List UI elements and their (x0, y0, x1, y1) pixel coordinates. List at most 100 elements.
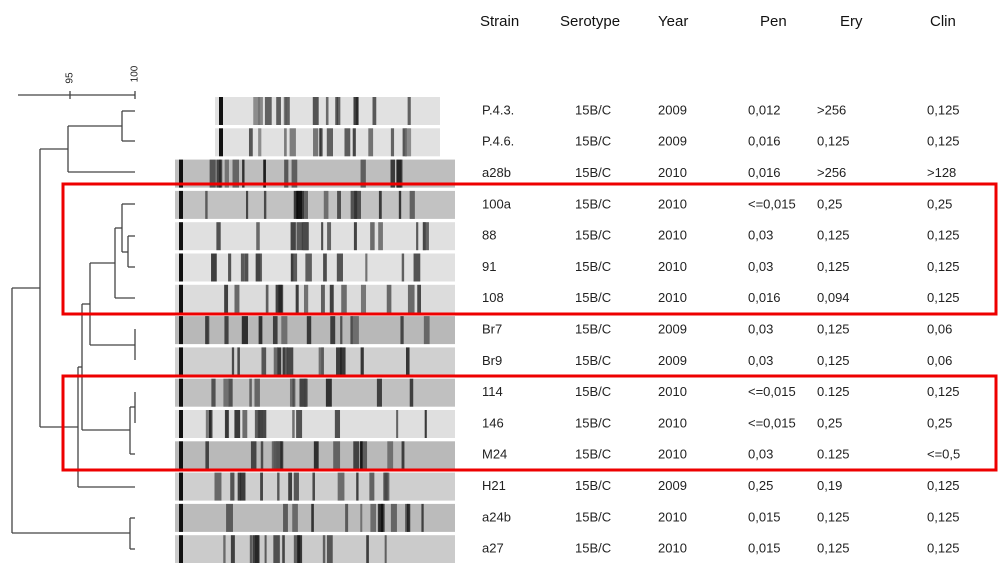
table-cell: 0,125 (927, 259, 960, 274)
column-header: Pen (760, 13, 787, 30)
gel-band (224, 410, 229, 438)
gel-band (248, 128, 253, 157)
table-cell: 2009 (658, 353, 687, 368)
gel-band (360, 284, 367, 313)
gel-band (355, 97, 359, 125)
gel-band (242, 159, 245, 188)
gel-band (273, 441, 281, 470)
gel-band (284, 128, 287, 157)
gel-lane (175, 503, 455, 532)
table-cell: >256 (817, 165, 846, 180)
gel-lane (175, 222, 455, 251)
gel-band (340, 316, 343, 345)
table-cell: 0,125 (927, 541, 960, 556)
gel-band (234, 410, 241, 438)
gel-band (277, 347, 282, 376)
table-cell: 2009 (658, 478, 687, 493)
gel-band (390, 159, 395, 188)
gel-band (285, 97, 290, 125)
gel-band (413, 253, 421, 282)
gel-band (231, 347, 235, 376)
gel-band (277, 472, 280, 501)
gel-band (205, 410, 211, 438)
gel-lane (175, 535, 455, 563)
table-cell: 0,015 (748, 541, 781, 556)
gel-band (421, 503, 424, 532)
gel-band (366, 535, 369, 563)
gel-band (293, 253, 298, 282)
gel-band (297, 535, 303, 563)
gel-band (360, 347, 364, 376)
gel-band (291, 159, 298, 188)
gel-band (340, 347, 346, 376)
gel-band (214, 472, 222, 501)
table-cell: 2010 (658, 228, 687, 243)
gel-band (303, 284, 309, 313)
gel-band (337, 190, 341, 219)
table-cell: 0.125 (817, 447, 850, 462)
gel-band (260, 441, 264, 470)
table-cell: 2010 (658, 259, 687, 274)
gel-band (325, 97, 329, 125)
gel-band (335, 97, 339, 125)
table-cell: M24 (482, 447, 507, 462)
table-cell: 15B/C (575, 165, 611, 180)
table-cell: 0,03 (748, 322, 773, 337)
gel-band (304, 190, 308, 219)
gel-band (254, 378, 260, 407)
gel-band (179, 410, 183, 438)
gel-band (244, 253, 249, 282)
gel-band (179, 253, 183, 282)
gel-band (360, 503, 363, 532)
gel-band (264, 535, 267, 563)
gel-band (320, 284, 325, 313)
gel-band (263, 159, 266, 188)
gel-band (297, 190, 305, 219)
gel-band (288, 472, 293, 501)
table-cell: Br9 (482, 353, 502, 368)
gel-band (228, 378, 233, 407)
gel-band (387, 441, 394, 470)
table-cell: 2010 (658, 165, 687, 180)
gel-band (216, 159, 221, 188)
gel-band (322, 535, 326, 563)
gel-band (234, 284, 240, 313)
gel-band (232, 159, 240, 188)
gel-band (252, 535, 260, 563)
table-cell: 2010 (658, 415, 687, 430)
gel-lane (175, 347, 455, 376)
gel-band (260, 472, 263, 501)
gel-band (312, 97, 319, 125)
gel-lane (175, 253, 455, 282)
table-cell: 15B/C (575, 415, 611, 430)
gel-band (230, 472, 235, 501)
table-cell: 91 (482, 259, 496, 274)
gel-band (325, 378, 332, 407)
gel-band (205, 441, 209, 470)
table-cell: P.4.3. (482, 102, 514, 117)
gel-band (306, 316, 312, 345)
table-cell: 15B/C (575, 541, 611, 556)
gel-band (313, 128, 319, 157)
gel-band (334, 410, 341, 438)
gel-band (312, 472, 315, 501)
gel-band (401, 253, 405, 282)
gel-band (329, 284, 334, 313)
gel-band (398, 190, 402, 219)
gel-band (179, 190, 183, 219)
gel-band (280, 441, 284, 470)
gel-band (337, 472, 345, 501)
gel-band (406, 347, 410, 376)
gel-band (330, 316, 336, 345)
table-cell: 0,125 (817, 322, 850, 337)
table-cell: 114 (482, 384, 503, 399)
table-cell: 0,125 (817, 541, 850, 556)
table-cell: 0,125 (817, 134, 850, 149)
table-cell: 2010 (658, 196, 687, 211)
gel-band (402, 128, 407, 157)
gel-band (254, 410, 260, 438)
gel-band (336, 253, 343, 282)
gel-band (209, 159, 216, 188)
gel-band (211, 378, 216, 407)
